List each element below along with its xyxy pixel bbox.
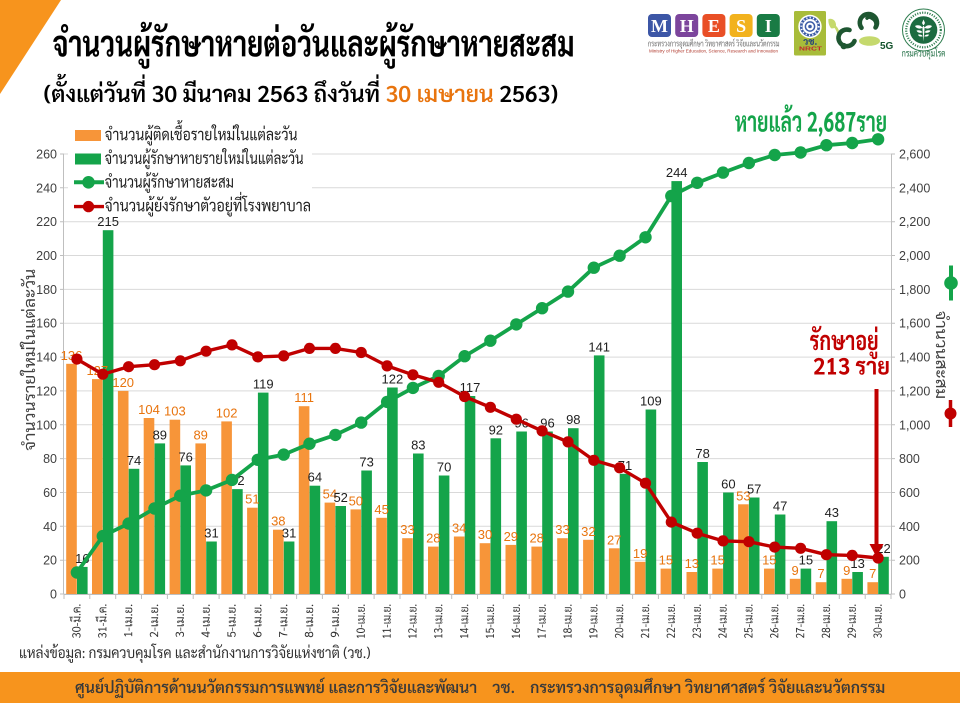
svg-text:1,000: 1,000 — [899, 418, 930, 432]
svg-text:78: 78 — [695, 446, 709, 461]
svg-text:200: 200 — [36, 249, 57, 263]
svg-text:104: 104 — [138, 402, 160, 417]
svg-text:I: I — [765, 16, 772, 36]
svg-text:160: 160 — [36, 317, 57, 331]
svg-text:89: 89 — [153, 427, 167, 442]
svg-text:38: 38 — [271, 514, 285, 529]
svg-text:60: 60 — [721, 477, 735, 492]
svg-text:15: 15 — [762, 553, 776, 568]
svg-text:122: 122 — [382, 372, 404, 387]
svg-text:240: 240 — [36, 181, 57, 195]
svg-text:2,200: 2,200 — [899, 215, 930, 229]
svg-text:1,200: 1,200 — [899, 384, 930, 398]
svg-text:28: 28 — [529, 531, 543, 546]
svg-text:98: 98 — [566, 412, 580, 427]
svg-text:141: 141 — [588, 339, 610, 354]
svg-text:1,600: 1,600 — [899, 317, 930, 331]
svg-text:30: 30 — [478, 527, 492, 542]
svg-text:70: 70 — [437, 460, 451, 475]
svg-text:15: 15 — [659, 553, 673, 568]
svg-text:47: 47 — [773, 499, 787, 514]
svg-text:7: 7 — [869, 566, 876, 581]
svg-text:M: M — [651, 16, 668, 36]
svg-text:100: 100 — [36, 418, 57, 432]
svg-text:19: 19 — [633, 546, 647, 561]
svg-text:51: 51 — [245, 492, 259, 507]
svg-text:119: 119 — [253, 377, 274, 392]
svg-text:64: 64 — [308, 470, 322, 485]
svg-text:31: 31 — [204, 526, 218, 541]
svg-text:103: 103 — [164, 404, 186, 419]
svg-text:400: 400 — [899, 520, 920, 534]
svg-text:120: 120 — [112, 375, 134, 390]
svg-text:52: 52 — [333, 490, 347, 505]
svg-text:34: 34 — [452, 521, 466, 536]
svg-text:7: 7 — [817, 566, 824, 581]
svg-text:33: 33 — [400, 522, 414, 537]
svg-text:53: 53 — [736, 488, 750, 503]
svg-text:60: 60 — [43, 486, 57, 500]
svg-text:9: 9 — [843, 563, 850, 578]
svg-text:1,800: 1,800 — [899, 283, 930, 297]
svg-text:50: 50 — [349, 493, 363, 508]
svg-text:2,400: 2,400 — [899, 181, 930, 195]
svg-text:H: H — [680, 16, 694, 36]
svg-text:2,600: 2,600 — [899, 148, 930, 162]
svg-text:NRCT: NRCT — [799, 47, 823, 53]
svg-text:27: 27 — [607, 532, 621, 547]
svg-text:180: 180 — [36, 283, 57, 297]
svg-text:109: 109 — [640, 394, 662, 409]
svg-text:89: 89 — [193, 427, 207, 442]
svg-text:Ministry of Higher Education,: Ministry of Higher Education, Science, R… — [649, 49, 778, 55]
svg-text:260: 260 — [36, 148, 57, 162]
svg-text:76: 76 — [178, 449, 192, 464]
svg-text:5G: 5G — [880, 41, 894, 52]
svg-text:215: 215 — [97, 214, 119, 229]
svg-text:2,000: 2,000 — [899, 249, 930, 263]
svg-text:20: 20 — [43, 554, 57, 568]
svg-text:800: 800 — [899, 452, 920, 466]
svg-text:28: 28 — [426, 531, 440, 546]
svg-text:111: 111 — [294, 390, 314, 405]
svg-text:31: 31 — [282, 526, 296, 541]
svg-text:244: 244 — [666, 165, 688, 180]
svg-text:0: 0 — [50, 588, 57, 602]
svg-text:15: 15 — [799, 553, 813, 568]
svg-text:83: 83 — [411, 438, 425, 453]
svg-text:74: 74 — [127, 453, 141, 468]
svg-text:9: 9 — [791, 563, 798, 578]
svg-text:140: 140 — [36, 351, 57, 365]
svg-text:0: 0 — [899, 588, 906, 602]
svg-text:E: E — [708, 16, 720, 36]
svg-text:102: 102 — [216, 405, 238, 420]
svg-text:92: 92 — [489, 422, 503, 437]
svg-text:40: 40 — [43, 520, 57, 534]
svg-text:600: 600 — [899, 486, 920, 500]
svg-text:200: 200 — [899, 554, 920, 568]
svg-text:S: S — [736, 16, 746, 36]
svg-text:43: 43 — [825, 505, 839, 520]
svg-text:220: 220 — [36, 215, 57, 229]
svg-text:1,400: 1,400 — [899, 351, 930, 365]
svg-text:57: 57 — [747, 482, 761, 497]
svg-text:73: 73 — [359, 455, 373, 470]
svg-text:45: 45 — [374, 502, 388, 517]
svg-text:15: 15 — [710, 553, 724, 568]
svg-text:13: 13 — [685, 556, 699, 571]
svg-text:29: 29 — [504, 529, 518, 544]
svg-text:54: 54 — [323, 487, 337, 502]
svg-text:80: 80 — [43, 452, 57, 466]
svg-text:32: 32 — [581, 524, 595, 539]
svg-text:33: 33 — [555, 522, 569, 537]
svg-text:120: 120 — [36, 384, 57, 398]
